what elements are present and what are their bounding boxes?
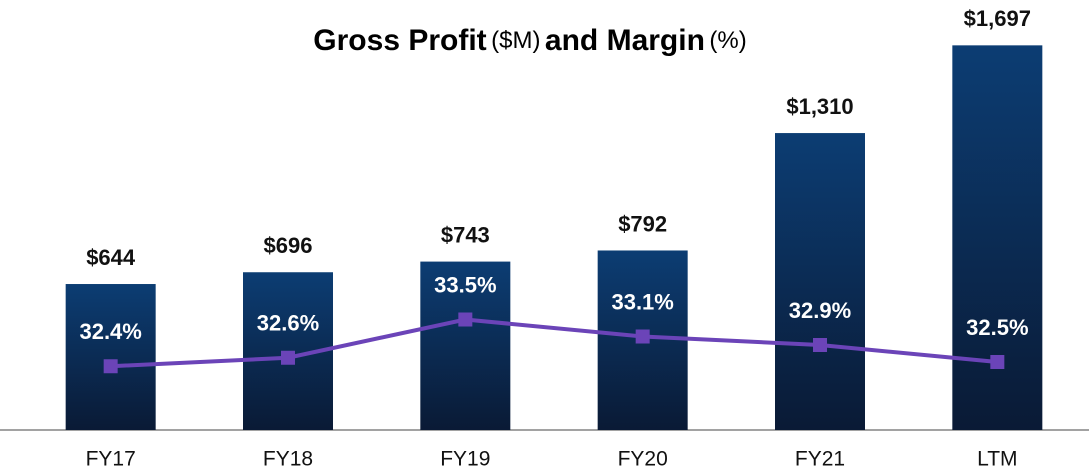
line-value-label: 33.5% (434, 272, 496, 297)
bar-value-label: $644 (86, 245, 136, 270)
bar (420, 261, 511, 430)
bar-value-label: $743 (441, 222, 490, 247)
bar (952, 45, 1043, 430)
bar-value-label: $1,697 (964, 6, 1031, 31)
line-marker (458, 312, 473, 327)
x-tick-label: LTM (977, 448, 1017, 471)
x-tick-label: FY18 (263, 448, 313, 471)
x-tick-label: FY21 (795, 448, 845, 471)
bar (65, 284, 156, 430)
line-marker (635, 329, 650, 344)
line-value-label: 32.4% (79, 319, 141, 344)
x-tick-label: FY19 (440, 448, 490, 471)
x-tick-label: FY20 (618, 448, 668, 471)
x-tick-label: FY17 (86, 448, 136, 471)
line-marker (103, 359, 118, 374)
line-marker (813, 338, 827, 352)
chart-title: Gross Profit ($M) and Margin (%) (313, 24, 746, 57)
title-part: ($M) (491, 27, 540, 54)
bar (775, 133, 865, 431)
line-value-label: 32.6% (257, 311, 319, 336)
bar-value-label: $696 (264, 233, 313, 258)
title-part: Gross Profit (313, 24, 486, 57)
bar-value-label: $1,310 (786, 94, 853, 119)
margin-line (110, 317, 998, 369)
title-part: and Margin (545, 24, 705, 57)
bar-value-label: $792 (618, 211, 667, 236)
title-part: (%) (709, 27, 746, 54)
line-marker (990, 355, 1005, 369)
line-value-label: 32.9% (789, 298, 851, 323)
line-marker (281, 350, 295, 365)
line-value-label: 32.5% (966, 315, 1028, 340)
line-value-label: 33.1% (611, 289, 673, 314)
